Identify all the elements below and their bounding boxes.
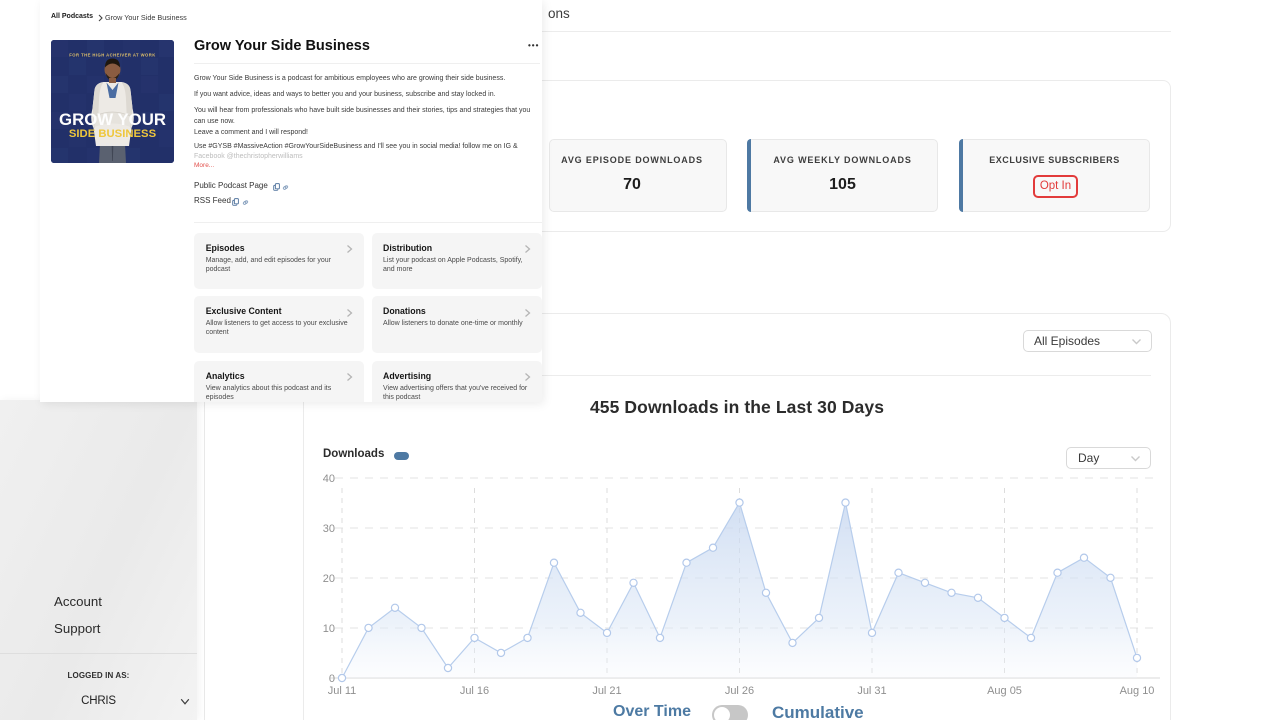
svg-text:10: 10 [323,623,335,635]
svg-text:20: 20 [323,573,335,585]
svg-text:Jul 16: Jul 16 [460,685,489,697]
svg-text:0: 0 [329,673,335,685]
svg-text:Aug 05: Aug 05 [987,685,1022,697]
svg-text:Jul 26: Jul 26 [725,685,754,697]
svg-text:FOR THE HIGH ACHEIVER AT WORK: FOR THE HIGH ACHEIVER AT WORK [69,53,155,58]
svg-text:Aug 10: Aug 10 [1120,685,1155,697]
svg-text:Jul 11: Jul 11 [328,685,357,697]
svg-text:40: 40 [323,473,335,485]
svg-text:Jul 21: Jul 21 [592,685,621,697]
svg-text:GROW YOUR: GROW YOUR [59,110,166,129]
svg-text:Jul 31: Jul 31 [857,685,886,697]
svg-text:PODCAST: PODCAST [96,142,128,147]
svg-text:30: 30 [323,523,335,535]
svg-text:SIDE BUSINESS: SIDE BUSINESS [69,128,157,140]
